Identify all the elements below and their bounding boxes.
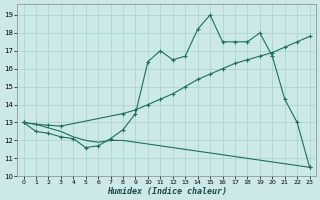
X-axis label: Humidex (Indice chaleur): Humidex (Indice chaleur) — [107, 187, 227, 196]
